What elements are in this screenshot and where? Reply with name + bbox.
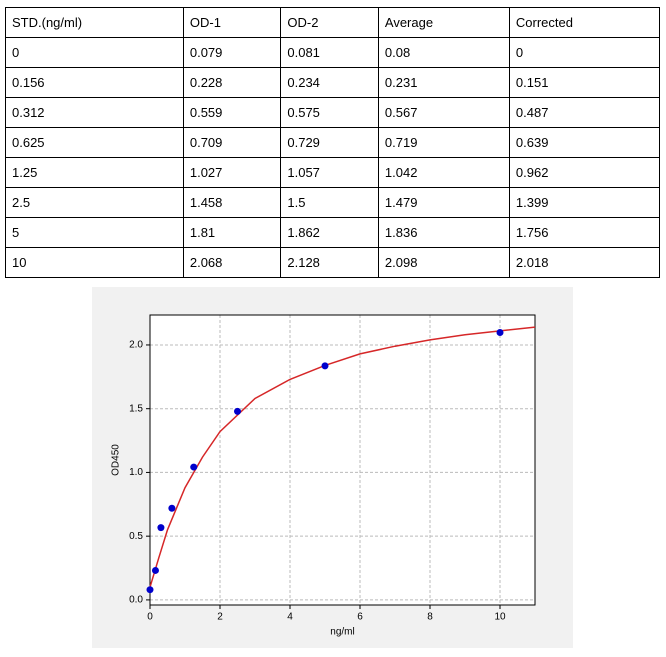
plot-frame <box>149 314 536 606</box>
table-row: 1.25 1.027 1.057 1.042 0.962 <box>5 157 661 188</box>
table-cell: 0.228 <box>182 67 282 98</box>
table-cell: 2.018 <box>508 247 661 278</box>
table-row: 5 1.81 1.862 1.836 1.756 <box>5 217 661 248</box>
data-point <box>168 504 176 512</box>
table-cell: 1.458 <box>182 187 282 218</box>
table-cell: 0 <box>5 37 184 68</box>
y-tick-label: 2.0 <box>129 340 143 351</box>
table-cell: 1.479 <box>377 187 510 218</box>
x-tick-label: 2 <box>217 612 223 623</box>
table-cell: 2.5 <box>5 187 184 218</box>
chart: 0 2 4 6 8 10 0.0 0.5 1.0 1.5 2.0 ng/ml OD450 <box>92 287 573 648</box>
x-tick-label: 6 <box>357 612 363 623</box>
table-cell: 0.487 <box>508 97 661 128</box>
table-cell: 1.756 <box>508 217 661 248</box>
table-row: 2.5 1.458 1.5 1.479 1.399 <box>5 187 661 218</box>
data-table: STD.(ng/ml) OD-1 OD-2 Average Corrected 0 0.07… <box>5 7 661 278</box>
data-point <box>151 566 159 574</box>
table-cell: 0 <box>508 37 661 68</box>
table-cell: 0.312 <box>5 97 184 128</box>
y-axis-label: OD450 <box>111 444 122 476</box>
plot-area <box>150 315 535 605</box>
table-cell: 0.709 <box>182 127 282 158</box>
table-cell: 1.862 <box>280 217 379 248</box>
table-cell: 1.25 <box>5 157 184 188</box>
table-cell: 1.81 <box>182 217 282 248</box>
table-cell: 0.719 <box>377 127 510 158</box>
table-row: 0 0.079 0.081 0.08 0 <box>5 37 661 68</box>
x-tick-label: 8 <box>427 612 433 623</box>
table-cell: 0.575 <box>280 97 379 128</box>
table-cell: 1.399 <box>508 187 661 218</box>
table-cell: 0.729 <box>280 127 379 158</box>
table-cell: 10 <box>5 247 184 278</box>
table-cell: 2.068 <box>182 247 282 278</box>
table-row: 10 2.068 2.128 2.098 2.018 <box>5 247 661 278</box>
table-cell: 0.08 <box>377 37 510 68</box>
x-axis-label: ng/ml <box>330 627 354 638</box>
x-tick-label: 10 <box>494 612 506 623</box>
table-cell: 0.231 <box>377 67 510 98</box>
table-cell: OD-1 <box>182 7 282 38</box>
table-row: 0.156 0.228 0.234 0.231 0.151 <box>5 67 661 98</box>
table-cell: 0.156 <box>5 67 184 98</box>
table-cell: 5 <box>5 217 184 248</box>
table-cell: 0.639 <box>508 127 661 158</box>
data-point <box>190 463 198 471</box>
table-cell: 2.128 <box>280 247 379 278</box>
fit-curve <box>149 326 536 588</box>
table-cell: 1.5 <box>280 187 379 218</box>
data-point <box>321 362 329 370</box>
y-tick-label: 1.0 <box>129 467 143 478</box>
data-point <box>146 586 154 594</box>
table-cell: 0.567 <box>377 97 510 128</box>
y-tick-label: 0.0 <box>129 595 143 606</box>
table-cell: 0.079 <box>182 37 282 68</box>
table-row: 0.625 0.709 0.729 0.719 0.639 <box>5 127 661 158</box>
table-cell: Average <box>377 7 510 38</box>
table-cell: 1.836 <box>377 217 510 248</box>
table-cell: 0.151 <box>508 67 661 98</box>
x-tick-label: 4 <box>287 612 293 623</box>
data-point <box>234 407 241 415</box>
table-cell: 0.081 <box>280 37 379 68</box>
table-cell: 1.057 <box>280 157 379 188</box>
table-cell: OD-2 <box>280 7 379 38</box>
table-cell: STD.(ng/ml) <box>5 7 184 38</box>
table-cell: 0.962 <box>508 157 661 188</box>
table-cell: 1.042 <box>377 157 510 188</box>
data-point <box>157 524 165 532</box>
data-point <box>496 328 504 336</box>
y-tick-label: 1.5 <box>129 403 143 414</box>
table-row: 0.312 0.559 0.575 0.567 0.487 <box>5 97 661 128</box>
table-row: STD.(ng/ml) OD-1 OD-2 Average Corrected <box>5 7 661 38</box>
table-cell: 1.027 <box>182 157 282 188</box>
table-cell: 0.559 <box>182 97 282 128</box>
table-cell: 0.234 <box>280 67 379 98</box>
table-cell: 0.625 <box>5 127 184 158</box>
x-tick-label: 0 <box>147 612 153 623</box>
y-tick-label: 0.5 <box>129 531 143 542</box>
table-cell: Corrected <box>508 7 661 38</box>
table-cell: 2.098 <box>377 247 510 278</box>
